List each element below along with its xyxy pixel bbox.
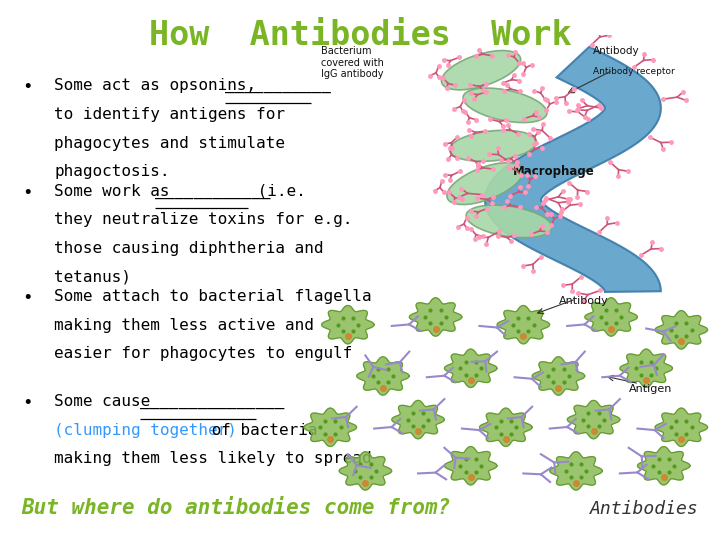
Polygon shape [392, 401, 444, 438]
Text: ___________: ___________ [225, 78, 331, 93]
Text: making them less active and: making them less active and [54, 318, 314, 333]
Text: Antibody: Antibody [559, 296, 608, 307]
Text: Some work as: Some work as [54, 184, 179, 199]
Polygon shape [410, 298, 462, 336]
Text: Antibodies: Antibodies [590, 501, 698, 518]
Text: Bacterium
covered with
IgG antibody: Bacterium covered with IgG antibody [321, 46, 384, 79]
Polygon shape [304, 408, 356, 447]
Text: Antibody receptor: Antibody receptor [593, 68, 675, 77]
Text: tetanus): tetanus) [54, 269, 131, 285]
Text: Some attach to bacterial flagella: Some attach to bacterial flagella [54, 289, 372, 304]
Text: easier for phagocytes to engulf: easier for phagocytes to engulf [54, 346, 352, 361]
Ellipse shape [463, 88, 547, 123]
Ellipse shape [441, 51, 521, 90]
Text: Some cause: Some cause [54, 394, 160, 409]
Ellipse shape [466, 205, 552, 238]
Polygon shape [655, 310, 708, 349]
Text: But where do antibodies come from?: But where do antibodies come from? [22, 498, 451, 518]
Text: phagocytes and stimulate: phagocytes and stimulate [54, 136, 285, 151]
Polygon shape [550, 452, 602, 490]
Text: •: • [22, 184, 32, 201]
Text: to identify antigens for: to identify antigens for [54, 107, 285, 122]
Text: How  Antibodies  Work: How Antibodies Work [149, 19, 571, 52]
Polygon shape [444, 349, 497, 387]
Text: •: • [22, 394, 32, 412]
Polygon shape [322, 306, 374, 344]
Polygon shape [480, 408, 532, 447]
Text: phagoctosis.: phagoctosis. [54, 164, 169, 179]
Ellipse shape [449, 130, 536, 161]
Text: _______________: _______________ [140, 394, 284, 409]
Text: •: • [22, 78, 32, 96]
Polygon shape [620, 349, 672, 387]
Polygon shape [485, 47, 661, 292]
Text: of bacteria: of bacteria [202, 423, 318, 438]
Text: Macrophage: Macrophage [513, 165, 595, 178]
Text: (clumping together): (clumping together) [54, 423, 237, 438]
Text: •: • [22, 289, 32, 307]
Polygon shape [339, 452, 392, 490]
Polygon shape [444, 447, 497, 485]
Text: they neutralize toxins for e.g.: they neutralize toxins for e.g. [54, 212, 352, 227]
Polygon shape [497, 306, 549, 344]
Polygon shape [585, 298, 637, 336]
Polygon shape [655, 408, 708, 447]
Polygon shape [567, 401, 620, 438]
Text: those causing diphtheria and: those causing diphtheria and [54, 241, 323, 256]
Text: Some act as opsonins,: Some act as opsonins, [54, 78, 266, 93]
Text: ____________: ____________ [155, 184, 271, 199]
Text: making them less likely to spread: making them less likely to spread [54, 451, 372, 467]
Polygon shape [356, 357, 409, 395]
Text: (i.e.: (i.e. [248, 184, 306, 199]
Text: Antibody: Antibody [593, 46, 639, 56]
Ellipse shape [447, 163, 523, 205]
Polygon shape [637, 447, 690, 485]
Text: Antigen: Antigen [629, 383, 672, 394]
Polygon shape [532, 357, 585, 395]
